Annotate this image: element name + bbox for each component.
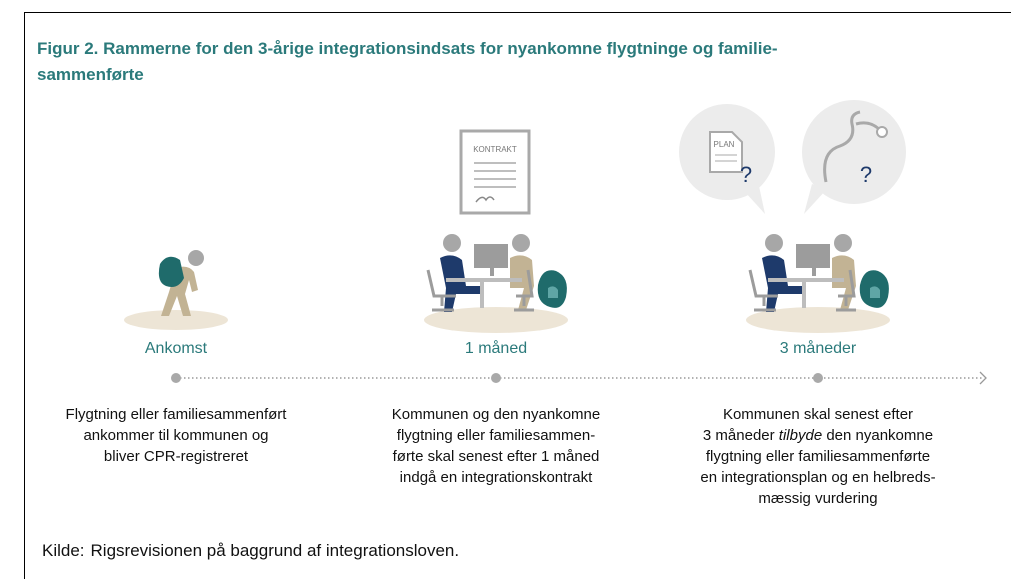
description-line: indgå en integrationskontrakt: [399, 469, 593, 486]
frame: [24, 12, 1011, 579]
step-description: Flygtning eller familiesammenført ankomm…: [16, 404, 336, 467]
description-line: bliver CPR-registreret: [103, 448, 249, 465]
contract-icon: KONTRAKT: [459, 129, 531, 215]
source: Kilde: Rigsrevisionen på baggrund af inte…: [42, 541, 459, 561]
health-bubble: ?: [802, 100, 906, 214]
title-line: Figur 2. Rammerne for den 3-årige integr…: [37, 39, 778, 58]
description-line: Kommunen skal senest efter: [722, 406, 914, 423]
meeting-icon: [744, 232, 892, 335]
arrival-icon: [124, 250, 228, 330]
emphasis: tilbyde: [778, 427, 823, 444]
description-line: mæssig vurdering: [758, 490, 878, 507]
question-mark: ?: [740, 162, 752, 187]
step-label: 3 måneder: [779, 340, 857, 357]
source-text: Rigsrevisionen på baggrund af integratio…: [90, 541, 460, 560]
title-line: sammenførte: [37, 65, 144, 84]
meeting-icon: [422, 232, 570, 335]
contract-text: KONTRAKT: [473, 145, 517, 154]
description-line: Flygtning eller familiesammenført: [65, 406, 287, 423]
plan-text: PLAN: [714, 140, 735, 149]
step-description: Kommunen skal senest efter 3 måneder til…: [658, 404, 978, 509]
source-prefix: Kilde:: [42, 541, 85, 560]
description-line: ankommer til kommunen og: [83, 427, 269, 444]
text: 3 måneder: [702, 427, 775, 444]
description-line: 3 måneder tilbyde den nyankomne: [658, 425, 978, 446]
text: den nyankomne: [826, 427, 934, 444]
description-line: flygtning eller familiesammen-: [396, 427, 596, 444]
description-line: flygtning eller familiesammenførte: [705, 448, 931, 465]
step-description: Kommunen og den nyankomne flygtning elle…: [336, 404, 656, 488]
step-label: 1 måned: [464, 340, 528, 357]
plan-bubble: PLAN ?: [679, 104, 775, 214]
description-line: førte skal senest efter 1 måned: [392, 448, 600, 465]
description-line: en integrationsplan og en helbreds-: [700, 469, 936, 486]
question-mark: ?: [860, 162, 872, 187]
timeline: [171, 371, 987, 385]
description-line: Kommunen og den nyankomne: [391, 406, 601, 423]
step-label: Ankomst: [144, 340, 208, 357]
title: Figur 2. Rammerne for den 3-årige integr…: [37, 36, 778, 88]
